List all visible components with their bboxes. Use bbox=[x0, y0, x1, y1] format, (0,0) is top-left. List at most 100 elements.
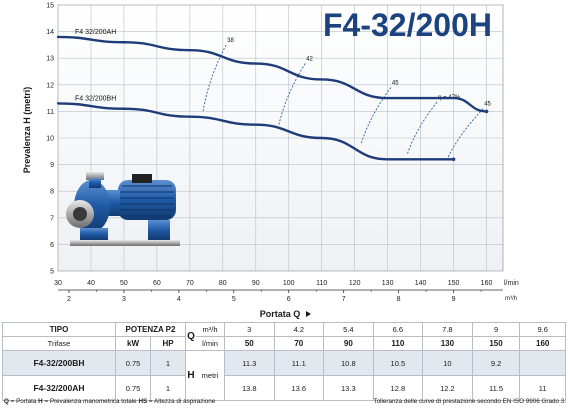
head-bh-4: 10 bbox=[422, 350, 473, 376]
q-unit-m3h: m³/h bbox=[196, 322, 225, 337]
flow-m3h-2: 5.4 bbox=[323, 322, 374, 337]
hs-abbr: HS bbox=[138, 398, 148, 405]
efficiency-line bbox=[202, 44, 227, 112]
x-unit-secondary: m³/h bbox=[505, 296, 517, 302]
head-bh-3: 10.5 bbox=[372, 350, 424, 376]
h-text: = Prevalenza manometrica totale bbox=[42, 398, 139, 405]
performance-chart: 5 6 7 8 9 10 11 12 13 14 15 30 40 50 60 70 80 90 100 110 12… bbox=[22, 3, 519, 320]
trifase-label: Trifase bbox=[2, 336, 116, 351]
x-tick-labels: 30 40 50 60 70 80 90 100 110 120 130 140 150 160 bbox=[54, 280, 492, 287]
x-tick-label: 100 bbox=[283, 280, 295, 287]
hp-header: HP bbox=[150, 336, 186, 351]
y-tick-label: 6 bbox=[50, 242, 54, 249]
y-tick-label: 11 bbox=[47, 109, 54, 116]
q-symbol: Q bbox=[185, 322, 196, 351]
x-tick-label: 110 bbox=[316, 280, 327, 287]
flow-lmin-5: 150 bbox=[471, 336, 521, 351]
y-tick-label: 14 bbox=[46, 29, 54, 36]
flow-lmin-0: 50 bbox=[224, 336, 275, 351]
efficiency-label: 42 bbox=[306, 57, 313, 63]
efficiency-line bbox=[406, 101, 438, 155]
efficiency-line bbox=[360, 87, 392, 144]
head-ah-4: 12.2 bbox=[422, 375, 473, 401]
series-end-point bbox=[451, 157, 456, 162]
model-name-ah: F4-32/200AH bbox=[2, 375, 116, 401]
series-name-label: F4 32/200BH bbox=[75, 95, 116, 102]
y-tick-label: 9 bbox=[50, 162, 54, 169]
x-tick-label: 140 bbox=[415, 280, 427, 287]
x-tick-label: 60 bbox=[153, 280, 161, 287]
x-tick-label: 160 bbox=[481, 280, 493, 287]
tipo-header: TIPO bbox=[2, 322, 116, 337]
series-lines bbox=[56, 35, 489, 162]
y-tick-label: 12 bbox=[46, 82, 54, 89]
flow-lmin-1: 70 bbox=[273, 336, 325, 351]
y-tick-labels: 5 6 7 8 9 10 11 12 13 14 15 bbox=[46, 3, 54, 276]
head-bh-0: 11.3 bbox=[224, 350, 275, 376]
efficiency-label: 45 bbox=[392, 80, 399, 86]
kw-header: kW bbox=[115, 336, 151, 351]
efficiency-label: 45 bbox=[484, 102, 491, 108]
head-ah-0: 13.8 bbox=[224, 375, 275, 401]
x-tick-label: 90 bbox=[252, 280, 260, 287]
x-tick-label: 130 bbox=[382, 280, 394, 287]
pump-image bbox=[66, 172, 180, 246]
series-line bbox=[56, 35, 488, 113]
x2-tick-label: 6 bbox=[287, 296, 291, 303]
model-name-bh: F4-32/200BH bbox=[2, 350, 116, 376]
flow-m3h-1: 4.2 bbox=[273, 322, 325, 337]
hp-value-ah: 1 bbox=[150, 375, 186, 401]
head-bh-6 bbox=[519, 350, 566, 376]
x2-tick-label: 5 bbox=[232, 296, 236, 303]
efficiency-line bbox=[446, 108, 484, 160]
x-axis-arrow-icon bbox=[306, 311, 311, 317]
y-tick-label: 10 bbox=[46, 136, 54, 143]
flow-lmin-3: 110 bbox=[372, 336, 424, 351]
h-symbol: H bbox=[185, 350, 196, 401]
efficiency-label: 38 bbox=[227, 38, 234, 44]
y-axis-title: Prevalenza H (metri) bbox=[22, 87, 32, 174]
x-tick-label: 80 bbox=[219, 280, 227, 287]
flow-lmin-6: 160 bbox=[519, 336, 566, 351]
head-ah-2: 13.3 bbox=[323, 375, 374, 401]
x-axis-title: Portata Q bbox=[260, 309, 301, 319]
q-unit-lmin: l/min bbox=[196, 336, 225, 351]
potenza-header: POTENZA P2 bbox=[115, 322, 186, 337]
h-abbr: H bbox=[38, 398, 43, 405]
flow-m3h-4: 7.8 bbox=[422, 322, 473, 337]
secondary-x-axis: 2 3 4 5 6 7 8 9 bbox=[58, 289, 503, 303]
x-tick-label: 50 bbox=[120, 280, 128, 287]
x2-tick-label: 2 bbox=[67, 296, 71, 303]
h-unit: metri bbox=[196, 350, 225, 401]
x2-tick-label: 9 bbox=[452, 296, 456, 303]
model-title: F4-32/200H bbox=[323, 7, 492, 43]
hs-text: = Altezza di aspirazione bbox=[147, 398, 216, 405]
flow-m3h-0: 3 bbox=[224, 322, 275, 337]
hp-value-bh: 1 bbox=[150, 350, 186, 376]
head-bh-5: 9.2 bbox=[471, 350, 521, 376]
x-tick-label: 40 bbox=[87, 280, 95, 287]
grid-lines bbox=[57, 4, 503, 272]
head-bh-2: 10.8 bbox=[323, 350, 374, 376]
kw-value-ah: 0.75 bbox=[115, 375, 151, 401]
head-ah-5: 11.5 bbox=[471, 375, 521, 401]
specification-table: TIPO POTENZA P2 Q m³/h 3 4.2 5.4 6.6 7.8… bbox=[2, 322, 566, 401]
q-text: = Portata bbox=[8, 398, 39, 405]
series-end-point bbox=[484, 109, 489, 114]
x2-tick-label: 3 bbox=[122, 296, 126, 303]
head-ah-6: 11 bbox=[519, 375, 566, 401]
head-ah-1: 13.6 bbox=[273, 375, 325, 401]
y-tick-label: 8 bbox=[50, 189, 54, 196]
x-unit-primary: l/min bbox=[504, 280, 519, 287]
flow-m3h-5: 9 bbox=[471, 322, 521, 337]
series-name-label: F4 32/200AH bbox=[75, 29, 116, 36]
flow-lmin-2: 90 bbox=[323, 336, 374, 351]
head-ah-3: 12.8 bbox=[372, 375, 424, 401]
series-labels: F4 32/200AH F4 32/200BH bbox=[75, 29, 116, 103]
series-line bbox=[56, 102, 455, 161]
x-tick-label: 120 bbox=[349, 280, 361, 287]
y-tick-label: 13 bbox=[46, 56, 54, 63]
tolerance-note: Tolleranza delle curve di prestazione se… bbox=[373, 398, 566, 405]
flow-m3h-6: 9.6 bbox=[519, 322, 566, 337]
y-tick-label: 5 bbox=[50, 269, 54, 276]
